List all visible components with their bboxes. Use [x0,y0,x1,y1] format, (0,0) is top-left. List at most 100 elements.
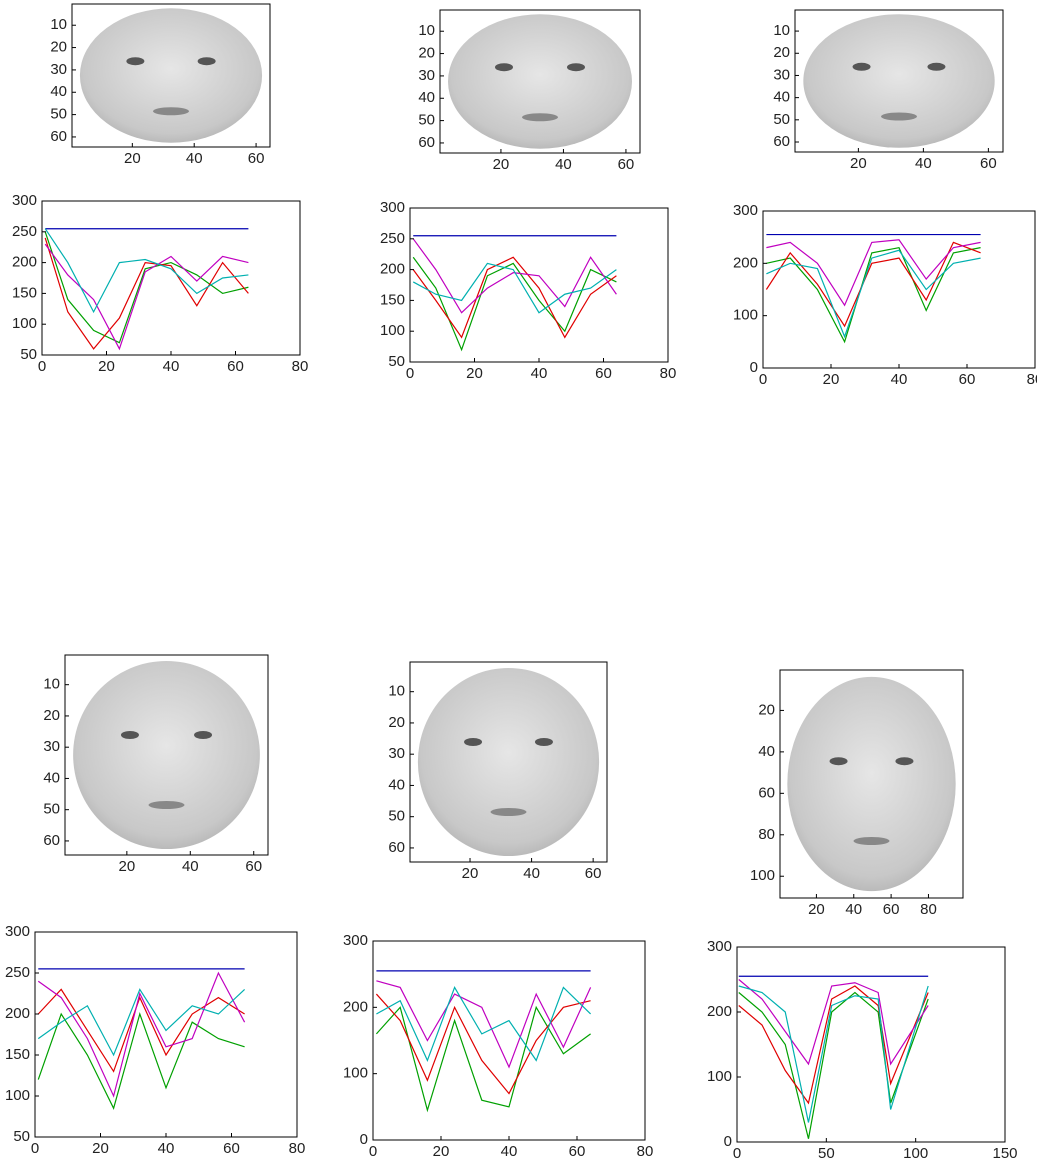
data-line [766,242,980,326]
x-tick-label: 80 [660,365,677,382]
y-tick-label: 100 [750,867,775,884]
x-tick-label: 0 [369,1143,377,1160]
face-image [418,668,599,856]
face-image [803,14,994,147]
y-tick-label: 60 [388,839,405,856]
x-tick-label: 80 [920,901,937,918]
y-tick-label: 30 [773,66,790,83]
x-tick-label: 40 [531,365,548,382]
y-tick-label: 150 [12,284,37,301]
face-image [73,661,260,849]
axes-frame [42,201,300,355]
data-line [739,980,928,1065]
y-tick-label: 100 [5,1087,30,1104]
y-tick-label: 300 [380,199,405,216]
y-tick-label: 300 [5,923,30,940]
eye [495,63,513,71]
eye [853,63,871,71]
x-tick-label: 60 [585,865,602,882]
mouth [149,801,185,809]
y-tick-label: 60 [50,128,67,145]
x-tick-label: 60 [245,858,262,875]
y-tick-label: 100 [380,322,405,339]
y-tick-label: 20 [43,707,60,724]
y-tick-label: 200 [12,254,37,271]
y-tick-label: 50 [388,353,405,370]
x-tick-label: 20 [124,150,141,167]
y-tick-label: 20 [418,45,435,62]
y-tick-label: 200 [343,998,368,1015]
y-tick-label: 300 [733,202,758,219]
x-tick-label: 60 [883,901,900,918]
y-tick-label: 100 [707,1068,732,1085]
y-tick-label: 50 [418,112,435,129]
y-tick-label: 50 [773,111,790,128]
data-line [766,240,980,305]
x-tick-label: 80 [637,1143,654,1160]
y-tick-label: 30 [43,738,60,755]
data-line [38,989,244,1055]
face-image [80,8,262,142]
x-tick-label: 20 [493,156,510,173]
eye [194,731,212,739]
x-tick-label: 50 [818,1145,835,1162]
x-tick-label: 40 [163,358,180,375]
eye [126,57,144,65]
x-tick-label: 60 [959,371,976,388]
mouth [881,113,917,121]
x-tick-label: 80 [289,1140,306,1157]
y-tick-label: 100 [12,315,37,332]
y-tick-label: 60 [43,832,60,849]
x-tick-label: 60 [618,156,635,173]
y-tick-label: 0 [724,1133,732,1150]
y-tick-label: 30 [418,67,435,84]
x-tick-label: 20 [119,858,136,875]
y-tick-label: 50 [50,106,67,123]
x-tick-label: 0 [733,1145,741,1162]
face-image [787,677,955,891]
data-line [413,263,616,312]
y-tick-label: 100 [733,307,758,324]
data-line [45,238,248,349]
x-tick-label: 20 [823,371,840,388]
y-tick-label: 0 [750,359,758,376]
mouth [491,808,527,816]
eye [830,757,848,765]
eye [464,738,482,746]
x-tick-label: 20 [433,1143,450,1160]
mouth [522,113,558,121]
y-tick-label: 50 [13,1128,30,1145]
y-tick-label: 20 [758,701,775,718]
eye [535,738,553,746]
y-tick-label: 100 [343,1065,368,1082]
y-tick-label: 250 [5,964,30,981]
data-line [739,993,928,1139]
x-tick-label: 40 [501,1143,518,1160]
y-tick-label: 200 [707,1003,732,1020]
y-tick-label: 60 [758,784,775,801]
x-tick-label: 40 [523,865,540,882]
y-tick-label: 10 [50,16,67,33]
x-tick-label: 60 [248,150,265,167]
x-tick-label: 60 [980,155,997,172]
x-tick-label: 20 [98,358,115,375]
y-tick-label: 10 [43,676,60,693]
x-tick-label: 60 [223,1140,240,1157]
y-tick-label: 10 [418,22,435,39]
y-tick-label: 20 [773,44,790,61]
x-tick-label: 40 [158,1140,175,1157]
data-line [45,232,248,343]
y-tick-label: 40 [43,769,60,786]
x-tick-label: 40 [555,156,572,173]
eye [198,57,216,65]
y-tick-label: 60 [418,134,435,151]
x-tick-label: 80 [292,358,309,375]
y-tick-label: 150 [380,291,405,308]
y-tick-label: 300 [12,192,37,209]
y-tick-label: 150 [5,1046,30,1063]
y-tick-label: 40 [773,89,790,106]
y-tick-label: 250 [380,230,405,247]
y-tick-label: 50 [20,346,37,363]
x-tick-label: 0 [759,371,767,388]
x-tick-label: 0 [406,365,414,382]
